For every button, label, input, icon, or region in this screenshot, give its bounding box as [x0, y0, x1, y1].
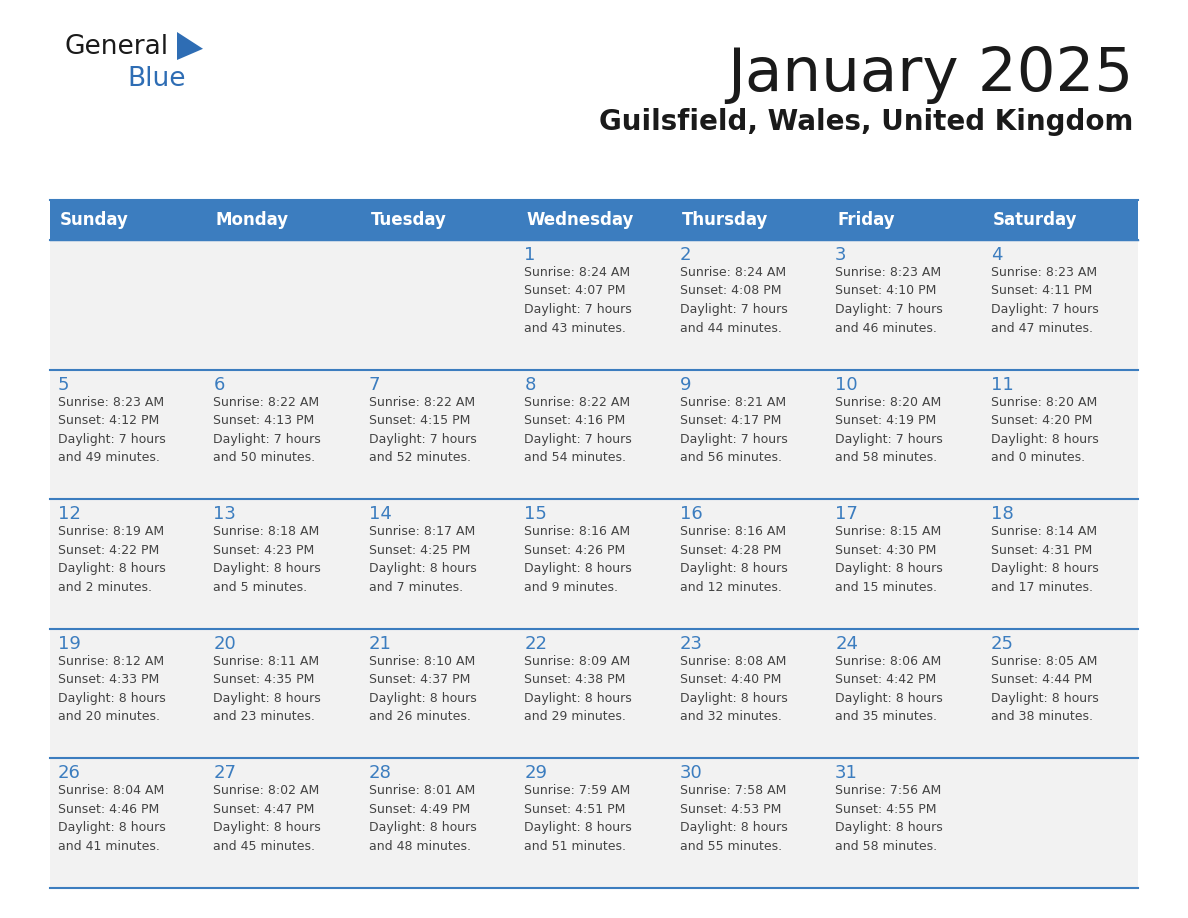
Bar — [50, 370, 1138, 499]
Bar — [50, 758, 1138, 888]
Text: 12: 12 — [58, 505, 81, 523]
Text: 13: 13 — [214, 505, 236, 523]
Text: 26: 26 — [58, 765, 81, 782]
Text: Sunrise: 8:18 AM
Sunset: 4:23 PM
Daylight: 8 hours
and 5 minutes.: Sunrise: 8:18 AM Sunset: 4:23 PM Dayligh… — [214, 525, 321, 594]
Text: 15: 15 — [524, 505, 548, 523]
Text: 7: 7 — [368, 375, 380, 394]
Text: 23: 23 — [680, 635, 703, 653]
Text: 28: 28 — [368, 765, 392, 782]
Text: Sunrise: 8:09 AM
Sunset: 4:38 PM
Daylight: 8 hours
and 29 minutes.: Sunrise: 8:09 AM Sunset: 4:38 PM Dayligh… — [524, 655, 632, 723]
Text: Sunrise: 7:59 AM
Sunset: 4:51 PM
Daylight: 8 hours
and 51 minutes.: Sunrise: 7:59 AM Sunset: 4:51 PM Dayligh… — [524, 784, 632, 853]
Bar — [50, 240, 1138, 370]
Text: Sunrise: 7:58 AM
Sunset: 4:53 PM
Daylight: 8 hours
and 55 minutes.: Sunrise: 7:58 AM Sunset: 4:53 PM Dayligh… — [680, 784, 788, 853]
Text: Sunrise: 8:20 AM
Sunset: 4:20 PM
Daylight: 8 hours
and 0 minutes.: Sunrise: 8:20 AM Sunset: 4:20 PM Dayligh… — [991, 396, 1099, 465]
Bar — [50, 200, 1138, 240]
Text: Guilsfield, Wales, United Kingdom: Guilsfield, Wales, United Kingdom — [599, 108, 1133, 136]
Text: 11: 11 — [991, 375, 1013, 394]
Text: 1: 1 — [524, 246, 536, 264]
Text: 21: 21 — [368, 635, 392, 653]
Text: 19: 19 — [58, 635, 81, 653]
Text: 4: 4 — [991, 246, 1001, 264]
Text: Tuesday: Tuesday — [371, 211, 447, 229]
Text: 14: 14 — [368, 505, 392, 523]
Text: Sunrise: 8:17 AM
Sunset: 4:25 PM
Daylight: 8 hours
and 7 minutes.: Sunrise: 8:17 AM Sunset: 4:25 PM Dayligh… — [368, 525, 476, 594]
Text: General: General — [65, 34, 169, 60]
Text: 3: 3 — [835, 246, 847, 264]
Text: Sunrise: 8:04 AM
Sunset: 4:46 PM
Daylight: 8 hours
and 41 minutes.: Sunrise: 8:04 AM Sunset: 4:46 PM Dayligh… — [58, 784, 166, 853]
Text: Wednesday: Wednesday — [526, 211, 633, 229]
Text: Monday: Monday — [215, 211, 289, 229]
Text: 25: 25 — [991, 635, 1013, 653]
Text: Sunrise: 8:05 AM
Sunset: 4:44 PM
Daylight: 8 hours
and 38 minutes.: Sunrise: 8:05 AM Sunset: 4:44 PM Dayligh… — [991, 655, 1099, 723]
Text: Thursday: Thursday — [682, 211, 769, 229]
Text: 8: 8 — [524, 375, 536, 394]
Text: Sunrise: 8:06 AM
Sunset: 4:42 PM
Daylight: 8 hours
and 35 minutes.: Sunrise: 8:06 AM Sunset: 4:42 PM Dayligh… — [835, 655, 943, 723]
Text: Sunrise: 8:22 AM
Sunset: 4:16 PM
Daylight: 7 hours
and 54 minutes.: Sunrise: 8:22 AM Sunset: 4:16 PM Dayligh… — [524, 396, 632, 465]
Text: 17: 17 — [835, 505, 858, 523]
Text: Sunrise: 8:23 AM
Sunset: 4:10 PM
Daylight: 7 hours
and 46 minutes.: Sunrise: 8:23 AM Sunset: 4:10 PM Dayligh… — [835, 266, 943, 334]
Text: Sunrise: 8:24 AM
Sunset: 4:07 PM
Daylight: 7 hours
and 43 minutes.: Sunrise: 8:24 AM Sunset: 4:07 PM Dayligh… — [524, 266, 632, 334]
Text: Sunrise: 8:20 AM
Sunset: 4:19 PM
Daylight: 7 hours
and 58 minutes.: Sunrise: 8:20 AM Sunset: 4:19 PM Dayligh… — [835, 396, 943, 465]
Text: 31: 31 — [835, 765, 858, 782]
Text: Sunrise: 8:08 AM
Sunset: 4:40 PM
Daylight: 8 hours
and 32 minutes.: Sunrise: 8:08 AM Sunset: 4:40 PM Dayligh… — [680, 655, 788, 723]
Text: Sunrise: 7:56 AM
Sunset: 4:55 PM
Daylight: 8 hours
and 58 minutes.: Sunrise: 7:56 AM Sunset: 4:55 PM Dayligh… — [835, 784, 943, 853]
Text: 22: 22 — [524, 635, 548, 653]
Text: January 2025: January 2025 — [727, 45, 1133, 104]
Text: Sunrise: 8:23 AM
Sunset: 4:11 PM
Daylight: 7 hours
and 47 minutes.: Sunrise: 8:23 AM Sunset: 4:11 PM Dayligh… — [991, 266, 1099, 334]
Text: Sunrise: 8:22 AM
Sunset: 4:13 PM
Daylight: 7 hours
and 50 minutes.: Sunrise: 8:22 AM Sunset: 4:13 PM Dayligh… — [214, 396, 321, 465]
Text: Sunrise: 8:15 AM
Sunset: 4:30 PM
Daylight: 8 hours
and 15 minutes.: Sunrise: 8:15 AM Sunset: 4:30 PM Dayligh… — [835, 525, 943, 594]
Text: Sunrise: 8:01 AM
Sunset: 4:49 PM
Daylight: 8 hours
and 48 minutes.: Sunrise: 8:01 AM Sunset: 4:49 PM Dayligh… — [368, 784, 476, 853]
Text: Sunrise: 8:16 AM
Sunset: 4:26 PM
Daylight: 8 hours
and 9 minutes.: Sunrise: 8:16 AM Sunset: 4:26 PM Dayligh… — [524, 525, 632, 594]
Text: 20: 20 — [214, 635, 236, 653]
Text: 16: 16 — [680, 505, 702, 523]
Text: Sunrise: 8:24 AM
Sunset: 4:08 PM
Daylight: 7 hours
and 44 minutes.: Sunrise: 8:24 AM Sunset: 4:08 PM Dayligh… — [680, 266, 788, 334]
Polygon shape — [177, 32, 203, 60]
Bar — [50, 499, 1138, 629]
Text: 27: 27 — [214, 765, 236, 782]
Text: Friday: Friday — [838, 211, 895, 229]
Text: Sunrise: 8:23 AM
Sunset: 4:12 PM
Daylight: 7 hours
and 49 minutes.: Sunrise: 8:23 AM Sunset: 4:12 PM Dayligh… — [58, 396, 166, 465]
Text: Sunrise: 8:14 AM
Sunset: 4:31 PM
Daylight: 8 hours
and 17 minutes.: Sunrise: 8:14 AM Sunset: 4:31 PM Dayligh… — [991, 525, 1099, 594]
Bar — [50, 629, 1138, 758]
Text: 29: 29 — [524, 765, 548, 782]
Text: 2: 2 — [680, 246, 691, 264]
Text: Sunrise: 8:11 AM
Sunset: 4:35 PM
Daylight: 8 hours
and 23 minutes.: Sunrise: 8:11 AM Sunset: 4:35 PM Dayligh… — [214, 655, 321, 723]
Text: Sunrise: 8:19 AM
Sunset: 4:22 PM
Daylight: 8 hours
and 2 minutes.: Sunrise: 8:19 AM Sunset: 4:22 PM Dayligh… — [58, 525, 166, 594]
Text: Blue: Blue — [127, 66, 185, 92]
Text: 6: 6 — [214, 375, 225, 394]
Text: Sunrise: 8:21 AM
Sunset: 4:17 PM
Daylight: 7 hours
and 56 minutes.: Sunrise: 8:21 AM Sunset: 4:17 PM Dayligh… — [680, 396, 788, 465]
Text: 9: 9 — [680, 375, 691, 394]
Text: Sunrise: 8:02 AM
Sunset: 4:47 PM
Daylight: 8 hours
and 45 minutes.: Sunrise: 8:02 AM Sunset: 4:47 PM Dayligh… — [214, 784, 321, 853]
Text: Saturday: Saturday — [992, 211, 1078, 229]
Text: Sunday: Sunday — [61, 211, 128, 229]
Text: Sunrise: 8:10 AM
Sunset: 4:37 PM
Daylight: 8 hours
and 26 minutes.: Sunrise: 8:10 AM Sunset: 4:37 PM Dayligh… — [368, 655, 476, 723]
Text: 5: 5 — [58, 375, 70, 394]
Text: Sunrise: 8:16 AM
Sunset: 4:28 PM
Daylight: 8 hours
and 12 minutes.: Sunrise: 8:16 AM Sunset: 4:28 PM Dayligh… — [680, 525, 788, 594]
Text: Sunrise: 8:22 AM
Sunset: 4:15 PM
Daylight: 7 hours
and 52 minutes.: Sunrise: 8:22 AM Sunset: 4:15 PM Dayligh… — [368, 396, 476, 465]
Text: 18: 18 — [991, 505, 1013, 523]
Text: 24: 24 — [835, 635, 858, 653]
Text: 10: 10 — [835, 375, 858, 394]
Text: 30: 30 — [680, 765, 702, 782]
Text: Sunrise: 8:12 AM
Sunset: 4:33 PM
Daylight: 8 hours
and 20 minutes.: Sunrise: 8:12 AM Sunset: 4:33 PM Dayligh… — [58, 655, 166, 723]
